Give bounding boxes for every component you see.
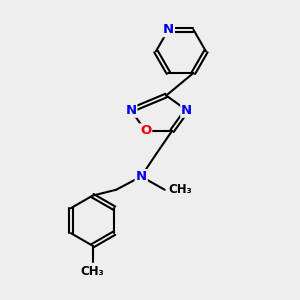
Text: O: O	[140, 124, 151, 137]
Text: N: N	[163, 23, 174, 36]
Text: CH₃: CH₃	[81, 265, 104, 278]
Text: CH₃: CH₃	[168, 183, 192, 196]
Text: N: N	[181, 104, 192, 117]
Text: N: N	[136, 170, 147, 183]
Text: N: N	[125, 104, 136, 117]
